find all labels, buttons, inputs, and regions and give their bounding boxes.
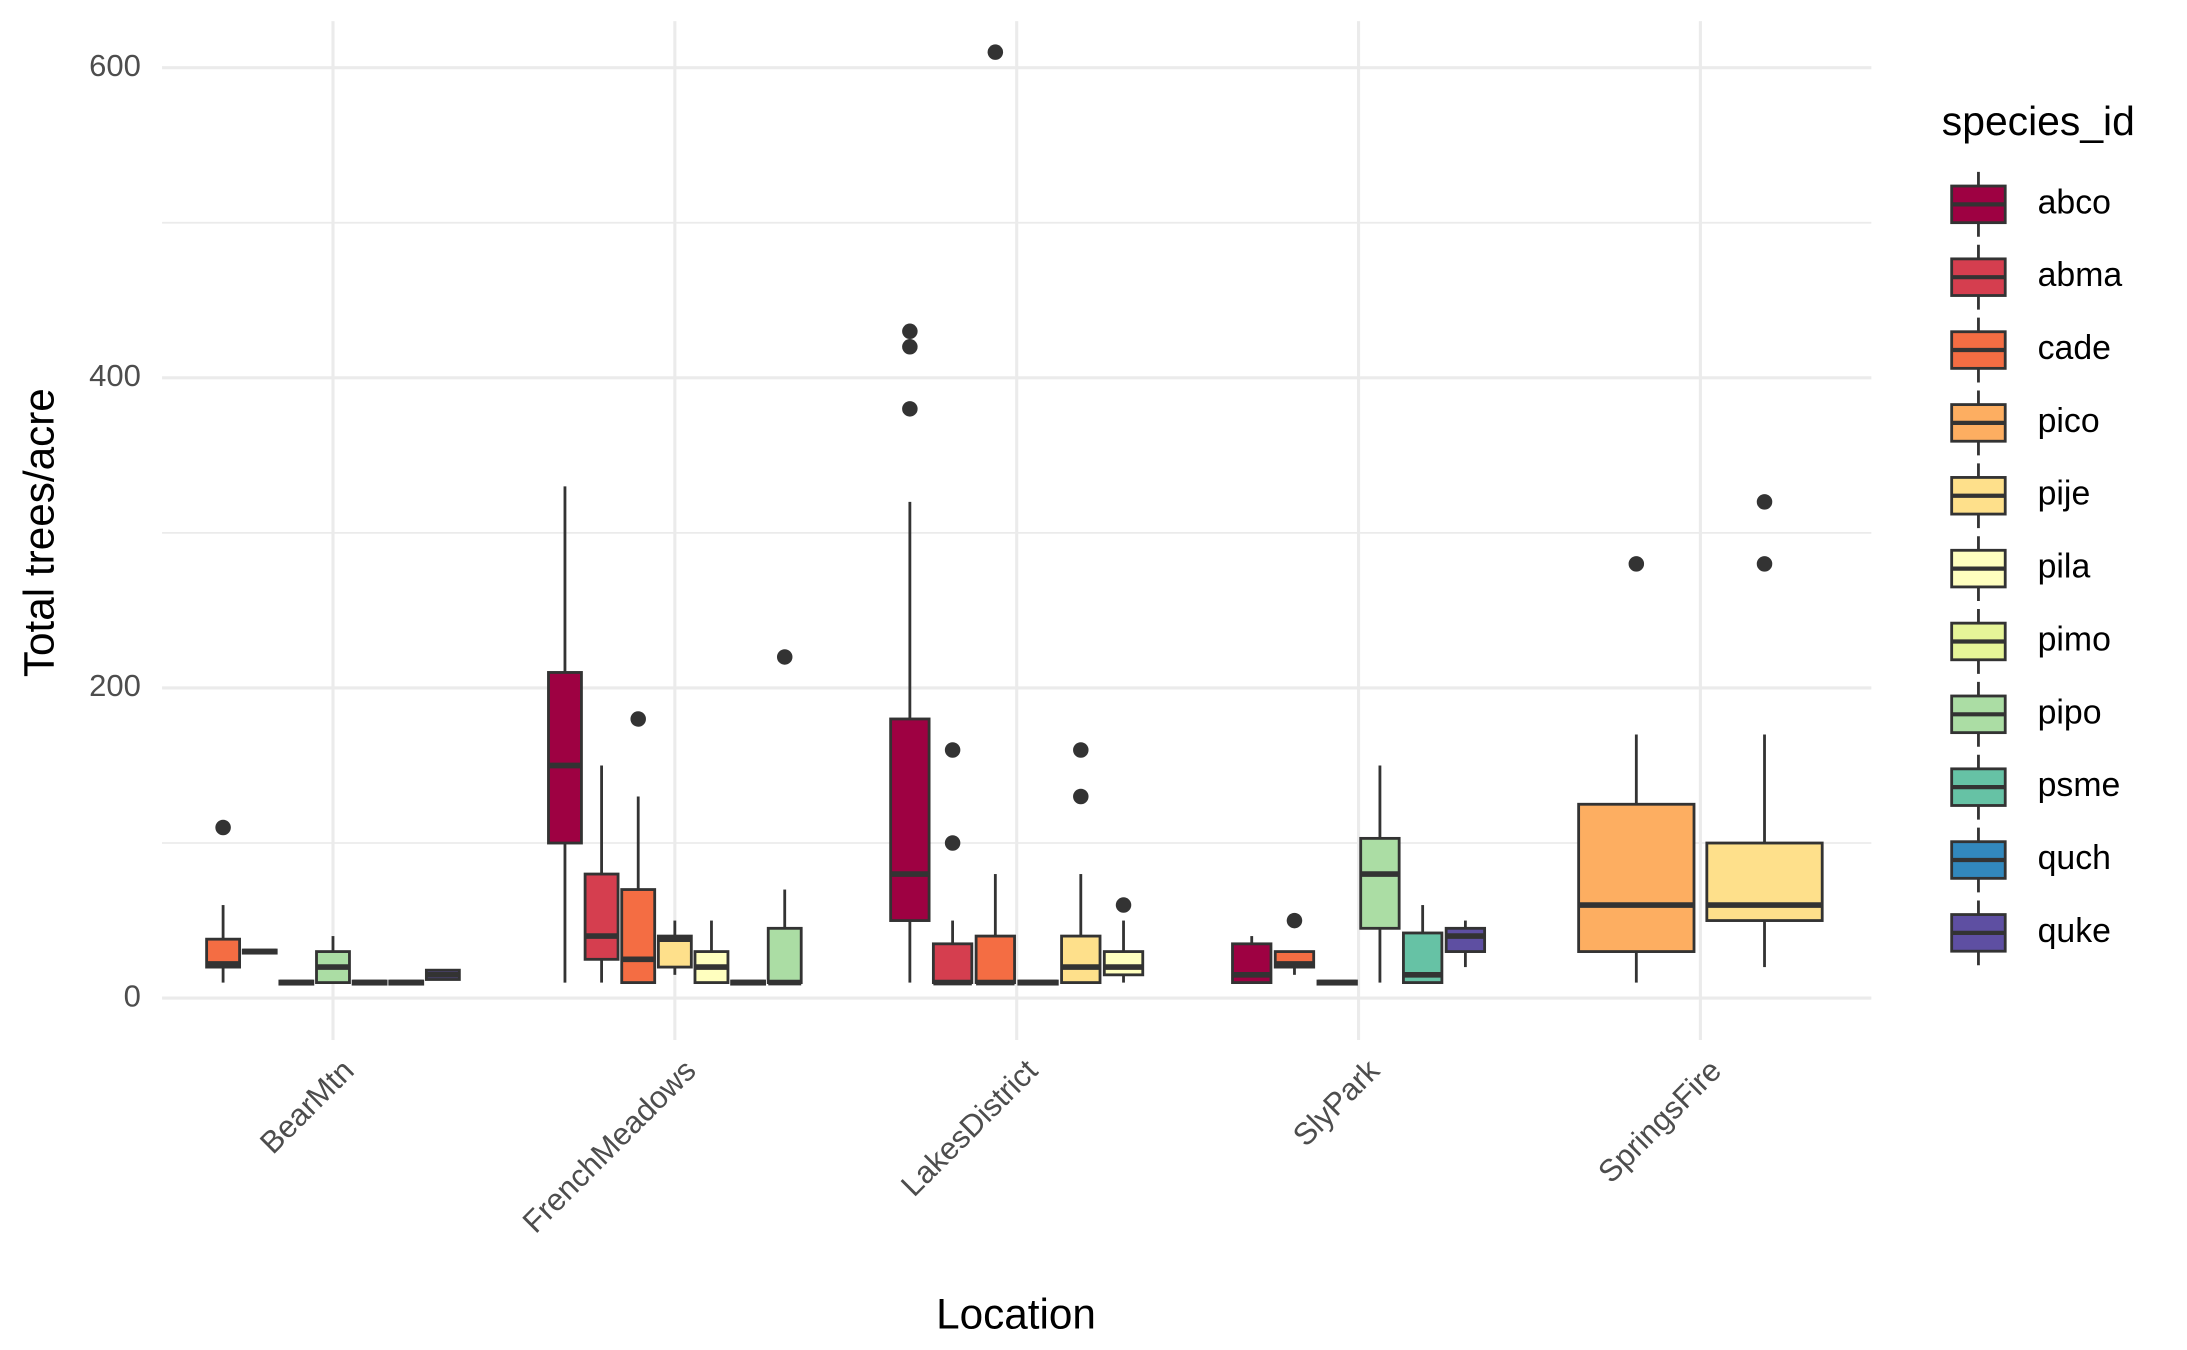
box-group: [1017, 979, 1059, 986]
outlier: [902, 339, 918, 355]
box: [620, 888, 657, 985]
y-tick-label: 0: [124, 978, 141, 1013]
legend-label: quch: [2038, 839, 2111, 877]
box: [583, 872, 620, 961]
legend-item: abco: [1950, 171, 2111, 237]
legend-item: quch: [1950, 827, 2111, 893]
box-group: [583, 765, 620, 983]
legend-item: pico: [1950, 390, 2100, 456]
legend-item: pije: [1950, 463, 2091, 529]
legend-label: pila: [2038, 548, 2091, 586]
box: [889, 717, 931, 922]
legend-item: pipo: [1950, 681, 2102, 747]
box-group: [1273, 912, 1316, 975]
x-tick-label: LakesDistrict: [894, 1052, 1044, 1202]
legend-item: pila: [1950, 536, 2091, 602]
box-group: [931, 742, 974, 986]
box-group: [974, 44, 1016, 986]
box-group: [241, 948, 278, 955]
x-tick-label: FrenchMeadows: [516, 1053, 703, 1240]
outlier: [1073, 742, 1089, 758]
box-group: [1359, 765, 1401, 983]
legend-label: pimo: [2038, 620, 2111, 658]
box-group: [547, 486, 583, 983]
outlier: [1756, 494, 1773, 510]
legend-label: abma: [2038, 256, 2123, 294]
outlier: [902, 401, 918, 417]
box: [974, 934, 1016, 985]
legend-label: pipo: [2038, 693, 2102, 731]
box-group: [620, 711, 657, 985]
x-tick-label: BearMtn: [253, 1053, 361, 1161]
box: [1102, 950, 1145, 977]
box-group: [351, 979, 388, 986]
legend-item: cade: [1950, 317, 2111, 383]
box: [1060, 934, 1102, 985]
outlier: [902, 323, 918, 340]
box: [1444, 926, 1487, 953]
box: [931, 942, 974, 985]
legend-item: pimo: [1950, 609, 2111, 674]
box-group: [656, 920, 693, 975]
outlier: [1115, 897, 1132, 913]
box-group: [205, 819, 241, 983]
box-group: [1444, 920, 1487, 968]
box-group: [1577, 556, 1696, 983]
box: [547, 671, 583, 845]
box-group: [278, 979, 315, 986]
box-group: [693, 920, 730, 985]
legend-label: cade: [2038, 329, 2111, 367]
box: [1359, 836, 1401, 930]
legend-item: abma: [1950, 244, 2123, 310]
y-axis-label: Total trees/acre: [15, 388, 62, 677]
legend-label: psme: [2038, 766, 2121, 804]
legend-title: species_id: [1942, 98, 2135, 144]
box: [766, 926, 803, 985]
box-group: [1102, 897, 1145, 983]
box: [1577, 802, 1696, 953]
x-tick-label: SlyPark: [1286, 1052, 1387, 1153]
y-tick-label: 600: [89, 48, 141, 83]
box-group: [889, 323, 931, 983]
legend-item: psme: [1950, 754, 2121, 820]
outlier: [1286, 912, 1303, 929]
box-group: [1705, 494, 1824, 968]
legend-label: quke: [2038, 912, 2111, 950]
x-tick-label: SpringsFire: [1591, 1053, 1728, 1190]
outlier: [1756, 556, 1773, 572]
outlier: [630, 711, 646, 727]
box-group: [1402, 905, 1444, 985]
box-group: [1231, 936, 1273, 985]
box: [1705, 841, 1824, 922]
box-group: [766, 649, 803, 986]
x-axis-label: Location: [936, 1291, 1096, 1338]
legend-label: abco: [2038, 183, 2111, 221]
legend-item: quke: [1950, 900, 2111, 966]
y-tick-label: 200: [89, 668, 141, 703]
box-group: [388, 979, 425, 986]
box-group: [730, 979, 766, 986]
box-group: [1316, 979, 1358, 986]
box-group: [424, 968, 461, 981]
outlier: [944, 835, 961, 851]
legend-label: pije: [2038, 475, 2091, 513]
outlier: [1073, 788, 1089, 805]
box-group: [315, 936, 351, 985]
outlier: [1628, 556, 1645, 572]
outlier: [944, 742, 961, 758]
outlier: [215, 819, 231, 836]
outlier: [776, 649, 793, 665]
outlier: [987, 44, 1004, 60]
box-group: [1060, 742, 1102, 985]
legend-label: pico: [2038, 402, 2100, 440]
y-tick-label: 400: [89, 358, 141, 393]
